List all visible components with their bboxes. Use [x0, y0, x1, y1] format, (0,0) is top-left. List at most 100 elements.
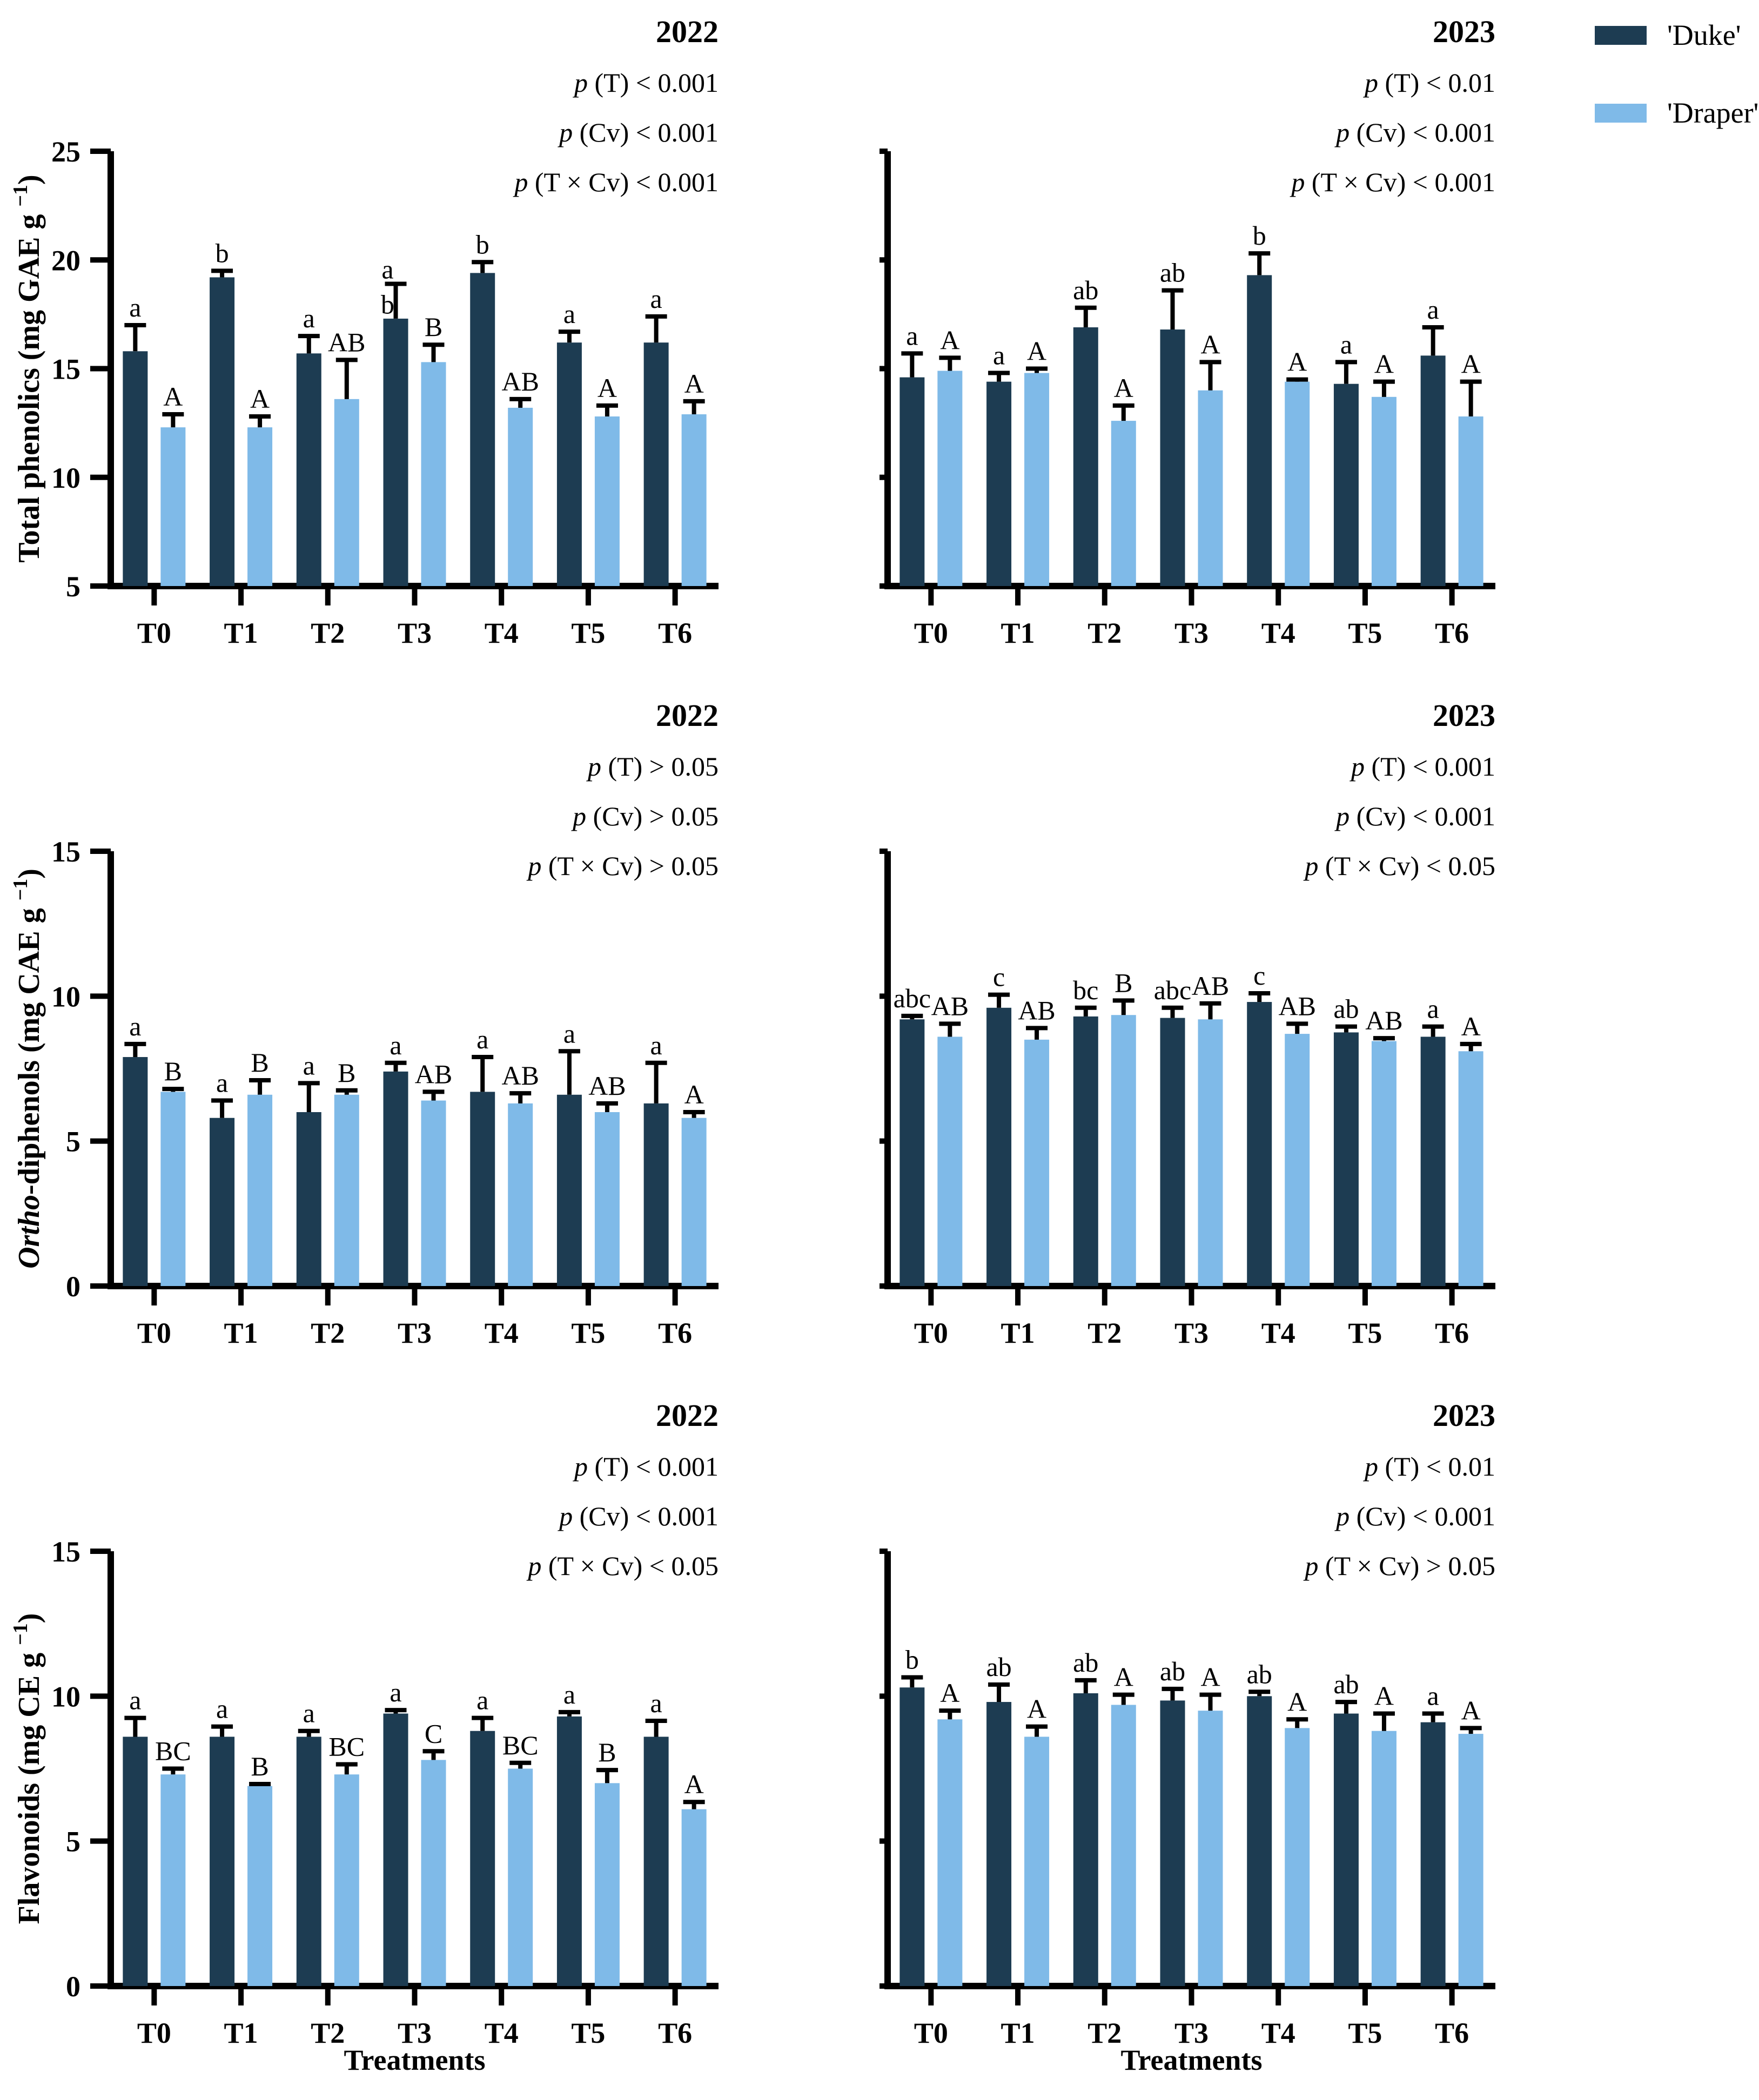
- ortho-diphenols-2023-x-tick-label-T0: T0: [914, 1317, 948, 1349]
- bar-draper-t4: [508, 407, 533, 586]
- sig-letter: BC: [155, 1736, 191, 1766]
- bar-draper-t1: [247, 1094, 273, 1286]
- ortho-diphenols-2023-x-tick-label-T1: T1: [1001, 1317, 1035, 1349]
- ortho-diphenols-2022-x-tick-label-T5: T5: [571, 1317, 605, 1349]
- chart-total-phenolics-2022-svg: 2022 p (T) < 0.001 p (Cv) < 0.001 p (T × Cv…: [9, 14, 719, 649]
- bar-duke-t3: [383, 318, 408, 586]
- flavonoids-2022-x-tick-label-T3: T3: [398, 2017, 432, 2049]
- flavonoids-2022-y-tick-label: 5: [66, 1826, 80, 1858]
- total-phenolics-2023-x-tick-label-T6: T6: [1435, 617, 1469, 649]
- total-phenolics-2022-title: 2022: [656, 14, 719, 49]
- bar-draper-t6: [681, 414, 707, 586]
- sig-letter: BC: [502, 1730, 539, 1760]
- bar-duke-t5: [1333, 1032, 1359, 1286]
- sig-letter: A: [163, 381, 183, 412]
- sig-letter: a: [993, 340, 1005, 371]
- flavonoids-2022-x-tick-label-T1: T1: [224, 2017, 258, 2049]
- total-phenolics-2022-x-tick-label-T2: T2: [311, 617, 345, 649]
- sig-letter: A: [684, 1769, 704, 1799]
- sig-letter: a: [303, 1698, 315, 1728]
- bar-draper-t5: [1371, 1041, 1397, 1286]
- bar-duke-t3: [383, 1713, 408, 1986]
- bar-draper-t1: [247, 1786, 273, 1986]
- bar-draper-t1: [247, 427, 273, 586]
- sig-letter: a: [906, 320, 918, 351]
- flavonoids-2022-p-line: p (T × Cv) < 0.05: [526, 1551, 719, 1581]
- sig-letter: ab: [1073, 275, 1098, 305]
- total-phenolics-2023-title: 2023: [1433, 14, 1495, 49]
- bar-draper-t5: [594, 416, 620, 586]
- bar-draper-t2: [1111, 421, 1136, 586]
- sig-letter: AB: [1018, 995, 1055, 1025]
- bar-draper-t5: [1371, 396, 1397, 586]
- ortho-diphenols-2022-x-tick-label-T6: T6: [658, 1317, 692, 1349]
- ortho-diphenols-2022-x-tick-label-T0: T0: [137, 1317, 171, 1349]
- bar-duke-t2: [1073, 1693, 1098, 1986]
- bar-draper-t1: [1024, 1736, 1050, 1986]
- flavonoids-2022-x-tick-label-T0: T0: [137, 2017, 171, 2049]
- sig-letter: AB: [588, 1071, 626, 1101]
- total-phenolics-2022-p-line: p (T × Cv) < 0.001: [513, 167, 719, 197]
- total-phenolics-2023-p-line: p (T × Cv) < 0.001: [1290, 167, 1495, 197]
- sig-letter: A: [1461, 1011, 1481, 1041]
- bar-duke-t6: [1420, 1722, 1446, 1986]
- duke-swatch: [1595, 25, 1647, 45]
- bar-duke-t0: [123, 1057, 148, 1286]
- legend-label-duke: 'Duke': [1667, 19, 1741, 51]
- ortho-diphenols-2022-p-line: p (T) > 0.05: [586, 751, 719, 782]
- total-phenolics-2022-x-tick-label-T0: T0: [137, 617, 171, 649]
- bar-duke-t1: [210, 1118, 235, 1286]
- sig-letter: AB: [1365, 1005, 1402, 1035]
- total-phenolics-2022-y-tick-label: 20: [51, 244, 80, 277]
- bar-draper-t0: [937, 1036, 963, 1286]
- bar-draper-t6: [1458, 1051, 1483, 1286]
- flavonoids-2023-x-tick-label-T6: T6: [1435, 2017, 1469, 2049]
- sig-letter: b: [476, 229, 489, 259]
- bar-duke-t5: [556, 1094, 582, 1286]
- bar-duke-t1: [986, 1007, 1012, 1286]
- flavonoids-2022-x-tick-label-T5: T5: [571, 2017, 605, 2049]
- bar-duke-t4: [470, 1731, 495, 1986]
- sig-letter: ab: [986, 1652, 1011, 1682]
- total-phenolics-2023-x-tick-label-T1: T1: [1001, 617, 1035, 649]
- bar-duke-t1: [986, 381, 1012, 586]
- flavonoids-2023-x-axis-label: Treatments: [1121, 2044, 1263, 2076]
- bar-duke-t0: [899, 377, 925, 586]
- bar-draper-t5: [594, 1783, 620, 1986]
- sig-letter: a: [390, 1030, 401, 1060]
- bar-duke-t4: [1247, 275, 1272, 586]
- sig-letter: A: [1200, 329, 1220, 359]
- flavonoids-2022-y-axis-label: Flavonoids (mg CE g −1): [9, 1613, 46, 1924]
- bar-duke-t1: [210, 1736, 235, 1986]
- sig-letter: a: [476, 1685, 488, 1715]
- sig-letter: a: [129, 1011, 141, 1041]
- bar-duke-t5: [556, 342, 582, 586]
- sig-letter: BC: [328, 1731, 365, 1761]
- bar-duke-t2: [1073, 327, 1098, 586]
- bar-draper-t2: [1111, 1015, 1136, 1286]
- bar-draper-t6: [681, 1118, 707, 1286]
- flavonoids-2023-p-line: p (T × Cv) > 0.05: [1303, 1551, 1495, 1581]
- sig-letter: c: [993, 962, 1005, 992]
- sig-letter: ab: [1333, 994, 1359, 1024]
- chart-total-phenolics-2023: 2023 p (T) < 0.01 p (Cv) < 0.001 p (T × Cv)…: [880, 0, 1759, 700]
- flavonoids-2023-x-tick-label-T1: T1: [1001, 2017, 1035, 2049]
- sig-letter: a: [563, 1679, 575, 1709]
- chart-flavonoids-2022-svg: 2022 p (T) < 0.001 p (Cv) < 0.001 p (T × Cv…: [9, 1400, 719, 2076]
- ortho-diphenols-2023-p-line: p (T) < 0.001: [1350, 751, 1495, 782]
- bar-draper-t3: [421, 1100, 446, 1286]
- draper-swatch: [1595, 103, 1647, 123]
- ortho-diphenols-2023-x-tick-label-T2: T2: [1087, 1317, 1122, 1349]
- sig-letter: a: [129, 292, 141, 322]
- total-phenolics-2022-y-tick-label: 5: [66, 570, 80, 603]
- sig-letter: A: [1461, 349, 1481, 379]
- total-phenolics-2023-x-tick-label-T0: T0: [914, 617, 948, 649]
- bar-draper-t3: [421, 1760, 446, 1986]
- ortho-diphenols-2023-x-tick-label-T3: T3: [1174, 1317, 1209, 1349]
- flavonoids-2023-x-tick-label-T4: T4: [1261, 2017, 1295, 2049]
- flavonoids-2023-title: 2023: [1433, 1400, 1495, 1433]
- bar-draper-t6: [1458, 416, 1483, 586]
- sig-letter: a: [650, 284, 662, 314]
- bar-draper-t0: [160, 1092, 186, 1286]
